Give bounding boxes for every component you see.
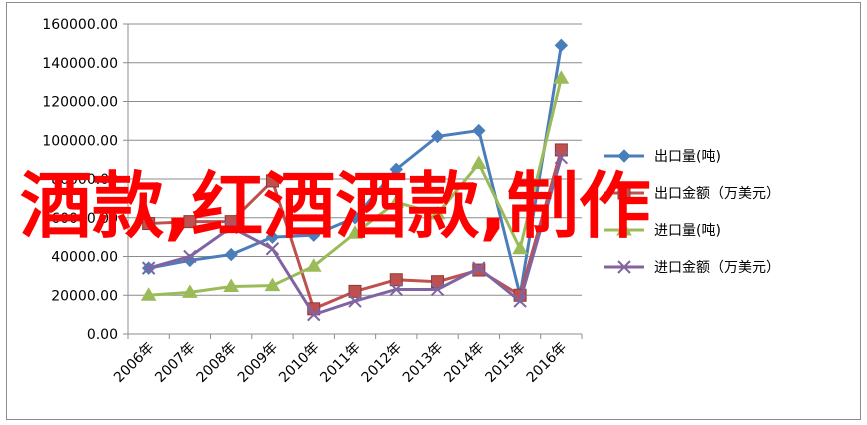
- y-tick-label: 60000.00: [51, 211, 118, 227]
- y-tick-label: 0.00: [87, 327, 118, 343]
- y-tick-label: 140000.00: [42, 56, 118, 72]
- data-point: [307, 307, 321, 322]
- data-point: [265, 242, 280, 256]
- data-point-stroke: [307, 307, 321, 322]
- data-point: [224, 220, 238, 235]
- x-tick-label: 2013年: [400, 340, 446, 386]
- y-tick-label: 20000.00: [51, 288, 118, 304]
- legend-item: 进口金额（万美元）: [604, 260, 780, 276]
- data-point: [348, 211, 362, 225]
- line-chart: 0.00 20000.00 40000.00 60000.00 80000.00 1000…: [42, 17, 780, 386]
- data-point-stroke: [472, 261, 486, 275]
- data-point: [617, 260, 631, 274]
- legend-item: 出口量(吨): [604, 149, 721, 165]
- legend-item: 进口量(吨): [604, 222, 721, 239]
- x-tick-label: 2008年: [194, 340, 240, 386]
- data-point: [265, 174, 279, 188]
- data-point: [554, 38, 569, 53]
- data-point: [430, 129, 445, 144]
- data-point: [224, 247, 238, 262]
- data-point-stroke: [348, 294, 362, 308]
- series-4: [141, 150, 569, 322]
- x-tick-label: 2015年: [483, 340, 529, 386]
- legend-label: 进口金额（万美元）: [654, 260, 780, 276]
- data-point-stroke: [430, 282, 445, 297]
- grid-lines: [128, 23, 582, 296]
- legend-label: 出口金额（万美元）: [654, 186, 780, 202]
- x-tick-label: 2014年: [441, 340, 487, 386]
- data-point: [389, 162, 403, 177]
- data-point-stroke: [554, 150, 569, 165]
- data-point: [431, 275, 445, 289]
- data-point: [389, 273, 403, 287]
- data-point: [430, 282, 445, 297]
- data-point-stroke: [389, 282, 403, 297]
- x-tick-label: 2011年: [317, 340, 363, 386]
- data-point: [554, 150, 569, 165]
- y-tick-label: 120000.00: [42, 95, 118, 111]
- legend-label: 出口量(吨): [654, 149, 721, 165]
- data-point-stroke: [183, 249, 197, 264]
- chart-frame: 0.00 20000.00 40000.00 60000.00 80000.00 1000…: [6, 2, 861, 420]
- data-point: [264, 277, 281, 292]
- data-point: [140, 287, 157, 301]
- data-point: [307, 228, 321, 242]
- data-point: [616, 222, 632, 236]
- data-point-stroke: [141, 261, 156, 275]
- data-point-stroke: [513, 294, 527, 308]
- y-tick-label: 40000.00: [51, 250, 118, 266]
- x-tick-labels: 2006年2007年2008年2009年2010年2011年2012年2013年…: [111, 340, 570, 386]
- data-point: [223, 278, 240, 293]
- data-point: [142, 217, 156, 231]
- series-3: [140, 70, 570, 301]
- x-tick-label: 2009年: [235, 340, 281, 386]
- overlay-watermark-text: 酒款,红酒酒款,制作: [20, 164, 651, 248]
- legend-label: 进口量(吨): [654, 223, 721, 239]
- axes: [123, 23, 583, 339]
- data-point: [265, 230, 280, 244]
- x-tick-label: 2016年: [524, 340, 570, 386]
- data-point: [141, 261, 156, 275]
- y-tick-labels: 0.00 20000.00 40000.00 60000.00 80000.00 1000…: [42, 17, 118, 343]
- data-point-stroke: [224, 220, 238, 235]
- data-point: [305, 258, 322, 272]
- x-tick-label: 2012年: [359, 340, 405, 386]
- data-point: [553, 70, 570, 84]
- y-tick-label: 80000.00: [51, 172, 118, 188]
- data-point: [617, 149, 631, 163]
- data-point: [472, 123, 486, 138]
- data-point: [388, 194, 405, 208]
- y-tick-label: 100000.00: [42, 133, 118, 149]
- data-point-stroke: [617, 260, 631, 274]
- y-tick-label: 160000.00: [42, 17, 118, 33]
- x-tick-label: 2006年: [111, 340, 157, 386]
- legend: 出口量(吨) 出口金额（万美元） 进口量(吨) 进口金额（万美元）: [604, 149, 780, 276]
- series-group: [140, 38, 570, 322]
- data-point: [512, 240, 528, 255]
- data-point: [182, 284, 198, 298]
- data-point: [472, 261, 486, 275]
- x-tick-label: 2010年: [276, 340, 322, 386]
- data-point: [389, 282, 403, 297]
- data-point: [554, 143, 568, 157]
- data-point: [347, 225, 363, 239]
- data-point: [429, 205, 446, 220]
- data-point: [348, 284, 362, 298]
- legend-item: 出口金额（万美元）: [604, 186, 780, 202]
- data-point: [183, 215, 197, 229]
- data-point: [470, 155, 487, 169]
- data-point: [617, 186, 631, 200]
- data-point-stroke: [265, 242, 280, 256]
- x-tick-label: 2007年: [152, 340, 198, 386]
- data-point: [183, 249, 197, 264]
- data-point: [513, 294, 527, 308]
- data-point: [348, 294, 362, 308]
